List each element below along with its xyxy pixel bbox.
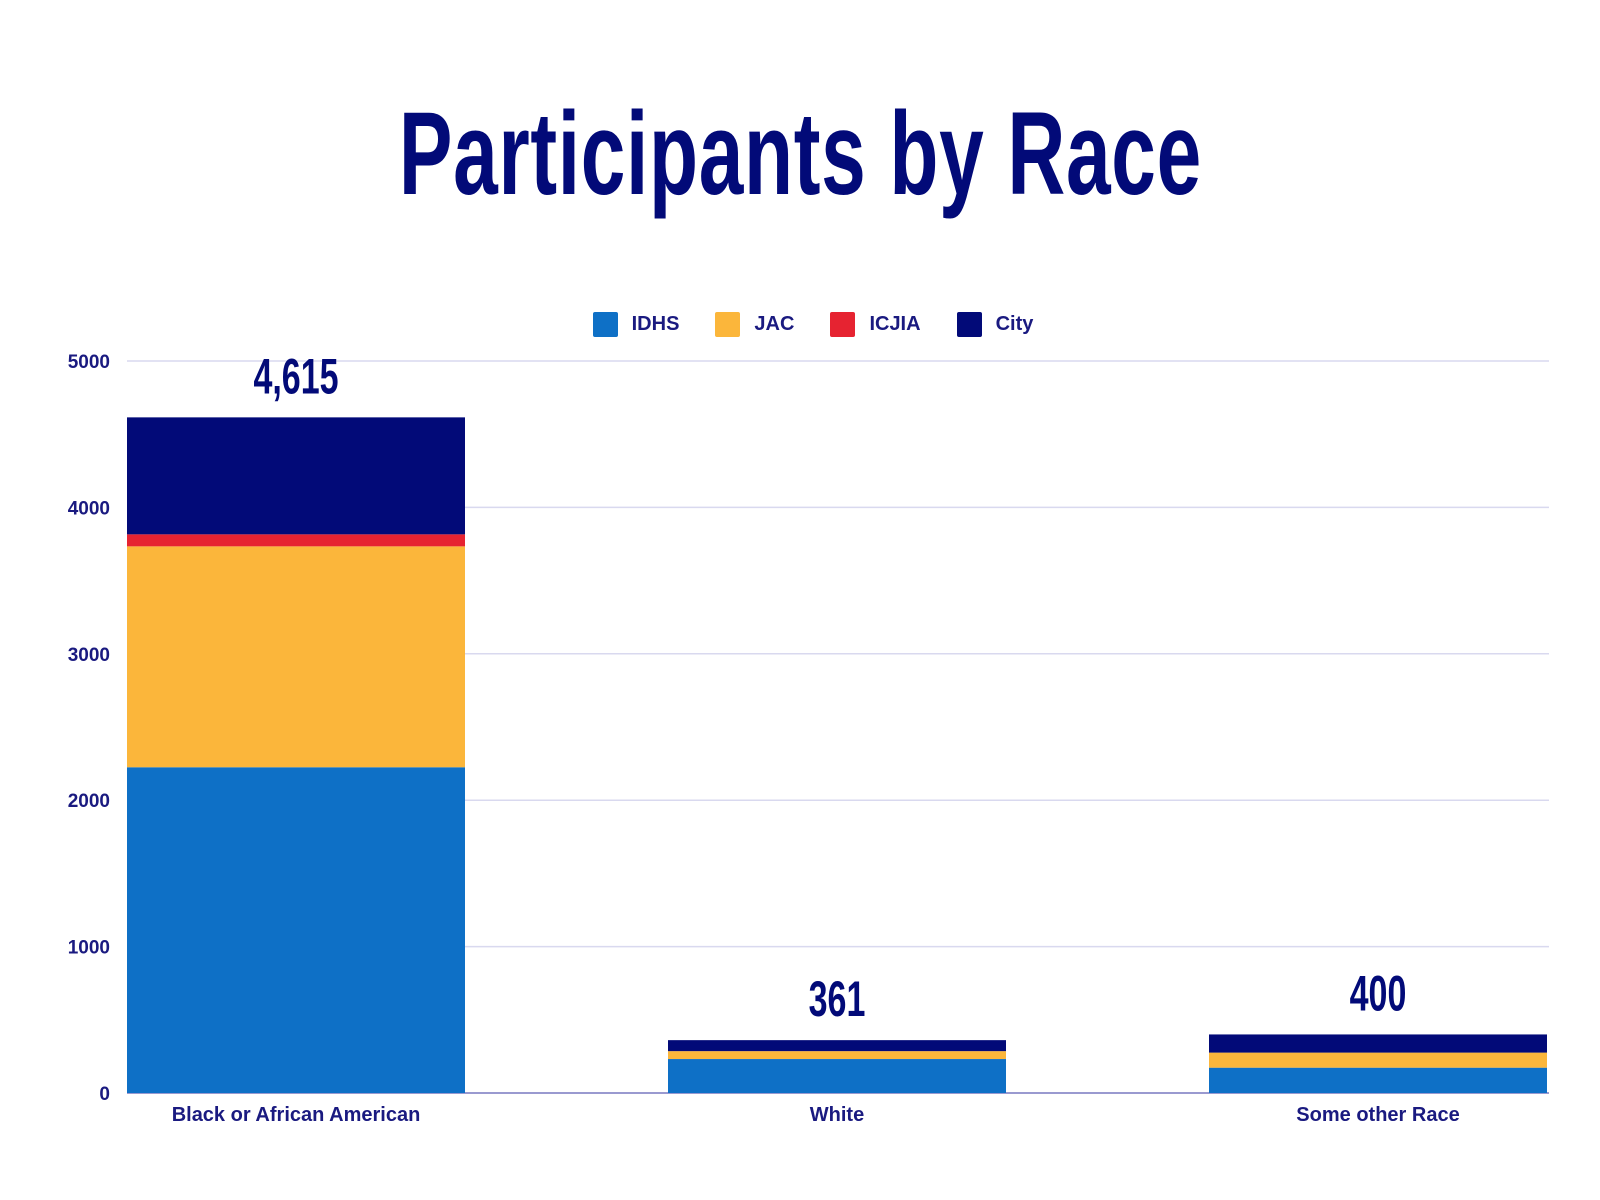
legend: IDHS JAC ICJIA City (0, 312, 1600, 337)
y-tick-label: 4000 (68, 498, 110, 519)
bar-segment-idhs (1209, 1067, 1547, 1093)
legend-item-city: City (956, 312, 1034, 337)
bar-segment-idhs (127, 767, 465, 1093)
legend-swatch-city (956, 312, 982, 337)
legend-item-idhs: IDHS (592, 312, 680, 337)
legend-label-city: City (995, 313, 1034, 335)
y-tick-label: 1000 (68, 938, 110, 959)
legend-label-jac: JAC (754, 313, 795, 335)
total-label: 361 (809, 972, 866, 1028)
chart-title: Participants by Race (0, 95, 1600, 213)
x-tick-label: White (810, 1104, 864, 1126)
chart-title-text: Participants by Race (398, 88, 1202, 220)
bar-segment-icjia (127, 534, 465, 547)
bar-segment-city (1209, 1034, 1547, 1053)
total-label: 4,615 (253, 349, 338, 405)
bar-segment-jac (668, 1051, 1006, 1060)
bar-segment-idhs (668, 1059, 1006, 1093)
legend-swatch-idhs (592, 312, 618, 337)
legend-swatch-icjia (830, 312, 856, 337)
y-tick-label: 2000 (68, 791, 110, 812)
legend-label-icjia: ICJIA (869, 313, 921, 335)
bar-segment-jac (1209, 1052, 1547, 1068)
legend-swatch-jac (715, 312, 741, 337)
x-tick-label: Some other Race (1296, 1104, 1459, 1126)
bar-segment-jac (127, 546, 465, 768)
legend-item-jac: JAC (715, 312, 794, 337)
bar-segment-city (127, 417, 465, 535)
legend-item-icjia: ICJIA (830, 312, 921, 337)
legend-label-idhs: IDHS (631, 313, 680, 335)
y-tick-label: 5000 (68, 352, 110, 373)
y-tick-label: 3000 (68, 645, 110, 666)
y-tick-label: 0 (99, 1084, 110, 1105)
x-tick-label: Black or African American (172, 1104, 421, 1126)
total-label: 400 (1350, 966, 1407, 1022)
bar-segment-city (668, 1040, 1006, 1052)
